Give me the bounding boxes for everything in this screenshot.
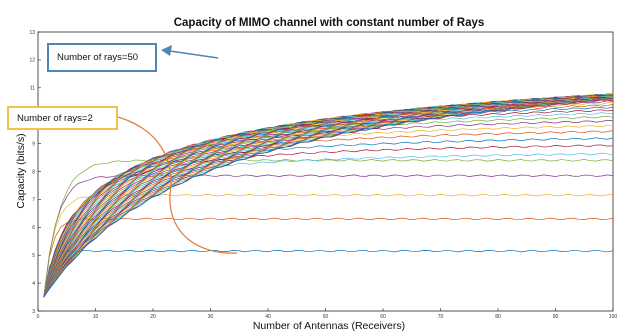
series-line-rays-35 [43,94,614,298]
callout-rays-2: Number of rays=2 [7,106,118,130]
series-line-rays-43 [43,96,614,298]
x-axis-ticks: 0 10 20 30 40 50 60 70 80 90 100 [37,308,618,320]
x-tick-label-9: 90 [553,314,559,320]
series-line-rays-28 [43,93,614,298]
y-tick-label-6: 9 [32,141,35,147]
series-line-rays-2 [43,249,614,298]
callout-50-arrowhead [161,45,172,56]
series-line-rays-8 [43,144,614,298]
series-line-rays-29 [43,94,614,298]
series-line-rays-3 [43,217,614,298]
chart-title: Capacity of MIMO channel with constant n… [174,17,485,29]
series-line-rays-9 [43,137,614,298]
x-tick-label-1: 10 [93,314,99,320]
x-tick-label-8: 80 [495,314,501,320]
y-tick-label-8: 11 [30,86,35,92]
series-line-rays-51 [43,97,614,298]
series-line-rays-6 [43,159,614,298]
y-tick-label-5: 8 [32,169,35,175]
y-tick-label-3: 6 [32,225,35,231]
y-tick-label-0: 3 [32,309,35,315]
x-tick-label-10: 100 [609,314,618,320]
x-tick-label-2: 20 [150,314,156,320]
x-tick-label-0: 0 [37,314,40,320]
annotation-layer [117,45,238,254]
callout-rays-50: Number of rays=50 [47,43,157,72]
series-line-rays-36 [43,94,614,298]
x-tick-label-7: 70 [438,314,444,320]
series-line-rays-49 [43,98,614,298]
series-layer [43,93,614,298]
y-tick-label-4: 7 [32,197,35,203]
series-line-rays-42 [43,96,614,298]
callout-rays-50-label: Number of rays=50 [57,52,139,63]
y-tick-label-2: 5 [32,253,35,259]
x-axis-label: Number of Antennas (Receivers) [253,320,405,332]
x-tick-label-6: 60 [380,314,386,320]
callout-2-arc [117,116,238,254]
y-tick-label-10: 13 [29,30,35,36]
x-tick-label-5: 50 [323,314,329,320]
series-line-rays-37 [43,94,614,298]
callout-50-arrow-line [169,50,219,59]
y-tick-label-1: 4 [32,281,35,287]
y-axis-label: Capacity (bits/s) [15,133,27,208]
series-line-rays-48 [43,98,614,298]
x-tick-label-3: 30 [208,314,214,320]
x-tick-label-4: 40 [265,314,271,320]
series-line-rays-44 [43,96,614,298]
y-tick-label-9: 12 [29,58,35,64]
series-line-rays-14 [43,112,614,298]
series-line-rays-41 [43,95,614,298]
plot-area [37,31,614,312]
callout-rays-2-label: Number of rays=2 [17,112,93,124]
